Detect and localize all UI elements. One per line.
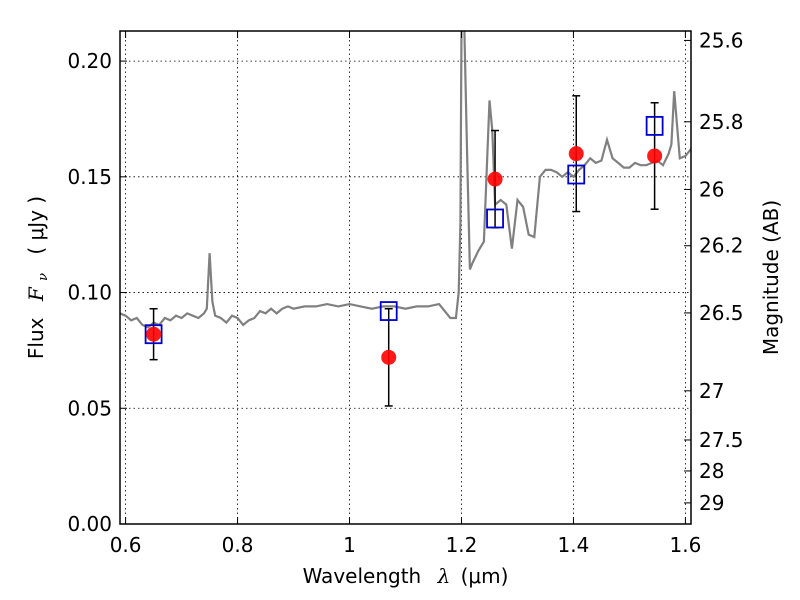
- y-axis-symbol-sub: ν: [36, 273, 51, 281]
- y-axis-symbol: F: [24, 286, 48, 302]
- y-tick-label: 0.15: [67, 165, 112, 189]
- model-square-marker: [645, 115, 664, 136]
- x-axis-symbol: λ: [437, 564, 451, 588]
- y2-axis-label: Magnitude (AB): [759, 200, 783, 355]
- y-tick-label: 0.00: [67, 512, 112, 536]
- grid-lines: [120, 31, 691, 525]
- x-axis-label-text: Wavelength: [303, 564, 422, 588]
- y2-tick-label: 25.8: [699, 110, 744, 134]
- observed-flux-point: [487, 171, 503, 187]
- axis-ticks: 0.6 0.8 1 1.2 1.4 1.6 0.00 0.05 0.10 0.15 0.20 25.6…: [67, 28, 743, 557]
- model-square-marker: [144, 324, 163, 345]
- plot-frame: [119, 30, 692, 525]
- y2-tick-label: 29: [699, 491, 724, 515]
- y-tick-label: 0.20: [67, 49, 112, 73]
- y2-tick-label: 26.2: [699, 234, 744, 258]
- y2-tick-label: 27: [699, 379, 724, 403]
- observed-flux-point: [381, 349, 397, 365]
- y-axis-label-text: Flux: [24, 317, 48, 359]
- x-tick-label: 1.2: [446, 533, 478, 557]
- x-tick-label: 0.6: [110, 533, 142, 557]
- y2-tick-label: 26: [699, 177, 724, 201]
- x-tick-label: 1.6: [669, 533, 701, 557]
- x-tick-label: 1: [343, 533, 356, 557]
- y2-tick-label: 26.5: [699, 301, 744, 325]
- y2-tick-label: 27.5: [699, 428, 744, 452]
- observed-flux-point: [647, 148, 663, 164]
- x-tick-label: 0.8: [222, 533, 254, 557]
- model-square-marker: [486, 208, 504, 229]
- y2-tick-label: 28: [699, 459, 724, 483]
- plot-data: [120, 31, 691, 407]
- y-tick-label: 0.10: [67, 281, 112, 305]
- spectrum-line: [120, 31, 691, 329]
- x-axis-label: Wavelength λ (μm): [303, 564, 509, 588]
- x-axis-unit: (μm): [461, 564, 509, 588]
- model-square-marker: [567, 164, 586, 185]
- y-axis-label: Flux F ν ( μJy ): [24, 196, 52, 359]
- x-tick-label: 1.4: [558, 533, 590, 557]
- model-square-marker: [379, 301, 398, 321]
- y-tick-label: 0.05: [67, 396, 112, 420]
- observed-flux-point: [568, 146, 584, 162]
- observed-flux-point: [146, 326, 162, 342]
- y2-tick-label: 25.6: [699, 28, 744, 52]
- y-axis-unit: ( μJy ): [24, 196, 48, 255]
